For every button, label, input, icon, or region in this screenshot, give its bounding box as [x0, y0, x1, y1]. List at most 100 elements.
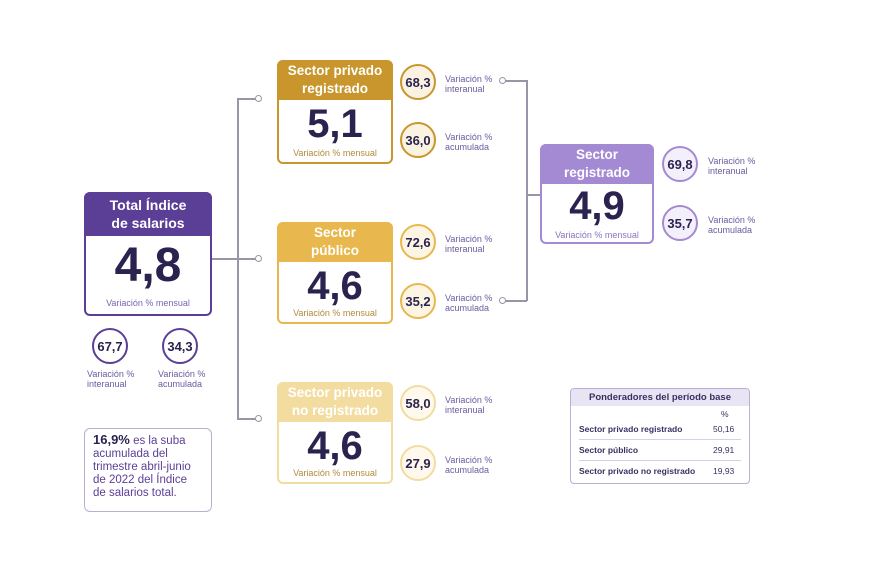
ponderadores-row-label: Sector público: [579, 445, 639, 455]
total-value: 4,8: [114, 239, 182, 292]
note-line: acumulada del: [93, 448, 168, 460]
privado-interanual-label: Variación % interanual: [445, 74, 492, 94]
label-line: Variación %: [445, 132, 493, 142]
label-line: interanual: [708, 166, 748, 176]
note-text: es la suba: [129, 435, 186, 447]
publico-title-line1: Sector: [313, 225, 357, 240]
connector-dot: [255, 415, 262, 422]
total-interanual-label: Variación % interanual: [87, 369, 134, 389]
total-card: Total Índice de salarios 4,8 Variación %…: [84, 192, 212, 316]
publico-sub: Variación % mensual: [293, 308, 377, 318]
no-registrado-acumulada-circle: 27,9: [400, 445, 436, 481]
label-line: Variación %: [158, 369, 206, 379]
no-registrado-title-line2: no registrado: [291, 403, 379, 418]
ponderadores-unit: %: [721, 409, 729, 419]
privado-sub: Variación % mensual: [293, 148, 377, 158]
connector-dot: [255, 255, 262, 262]
label-line: Variación %: [445, 395, 493, 405]
label-line: interanual: [87, 379, 127, 389]
label-line: interanual: [445, 405, 485, 415]
ponderadores-row: Sector privado registrado 50,16: [579, 419, 741, 440]
label-line: acumulada: [158, 379, 203, 389]
label-line: Variación %: [708, 156, 756, 166]
no-registrado-card-header: Sector privado no registrado: [277, 382, 393, 422]
no-registrado-interanual-label: Variación % interanual: [445, 395, 492, 415]
registrado-sub: Variación % mensual: [555, 230, 639, 240]
registrado-card: Sector registrado 4,9 Variación % mensua…: [540, 144, 654, 244]
registrado-title-line1: Sector: [575, 147, 619, 162]
note-line: de 2022 del Índice: [93, 474, 187, 486]
ponderadores-row-value: 19,93: [713, 466, 735, 476]
no-registrado-interanual-circle: 58,0: [400, 385, 436, 421]
publico-value: 4,6: [307, 264, 363, 308]
publico-acumulada-circle: 35,2: [400, 283, 436, 319]
privado-interanual-circle: 68,3: [400, 64, 436, 100]
connector-dot: [255, 95, 262, 102]
label-line: interanual: [445, 84, 485, 94]
label-line: acumulada: [708, 225, 753, 235]
privado-acumulada-circle: 36,0: [400, 122, 436, 158]
privado-card: Sector privado registrado 5,1 Variación …: [277, 60, 393, 164]
publico-acumulada-label: Variación % acumulada: [445, 293, 492, 313]
registrado-interanual-circle: 69,8: [662, 146, 698, 182]
label-line: Variación %: [445, 455, 493, 465]
note-line: de salarios total.: [93, 487, 177, 499]
ponderadores-row-label: Sector privado registrado: [579, 424, 683, 434]
total-title-line2: de salarios: [111, 215, 185, 231]
label-line: Variación %: [87, 369, 135, 379]
publico-card-header: Sector público: [277, 222, 393, 262]
no-registrado-card: Sector privado no registrado 4,6 Variaci…: [277, 382, 393, 484]
ponderadores-row-value: 29,91: [713, 445, 735, 455]
registrado-acumulada-circle: 35,7: [662, 205, 698, 241]
no-registrado-value: 4,6: [307, 424, 363, 468]
connector-to-privado: [237, 98, 257, 100]
connector-right-top: [505, 80, 527, 82]
total-acumulada-circle: 34,3: [162, 328, 198, 364]
registrado-interanual-label: Variación % interanual: [708, 156, 755, 176]
connector-to-publico: [237, 258, 257, 260]
ponderadores-row-label: Sector privado no registrado: [579, 466, 696, 476]
note-line: trimestre abril-junio: [93, 461, 191, 473]
connector-trunk: [212, 258, 238, 260]
registrado-card-header: Sector registrado: [540, 144, 654, 184]
label-line: interanual: [445, 244, 485, 254]
label-line: Variación %: [445, 74, 493, 84]
publico-interanual-label: Variación % interanual: [445, 234, 492, 254]
connector-vertical-right: [526, 80, 528, 301]
total-acumulada-label: Variación % acumulada: [158, 369, 205, 389]
ponderadores-row: Sector privado no registrado 19,93: [579, 461, 741, 481]
connector-to-no-registrado: [237, 418, 257, 420]
label-line: Variación %: [445, 234, 493, 244]
registrado-title-line2: registrado: [563, 165, 631, 180]
connector-right-bottom: [505, 300, 527, 302]
label-line: acumulada: [445, 303, 490, 313]
label-line: acumulada: [445, 142, 490, 152]
privado-acumulada-label: Variación % acumulada: [445, 132, 492, 152]
registrado-acumulada-label: Variación % acumulada: [708, 215, 755, 235]
privado-title-line2: registrado: [301, 81, 369, 96]
total-title-line1: Total Índice: [109, 197, 187, 213]
privado-card-header: Sector privado registrado: [277, 60, 393, 100]
no-registrado-sub: Variación % mensual: [293, 468, 377, 478]
note-box: 16,9% es la suba acumulada del trimestre…: [84, 428, 212, 512]
connector-to-registrado: [526, 194, 540, 196]
publico-interanual-circle: 72,6: [400, 224, 436, 260]
publico-card: Sector público 4,6 Variación % mensual: [277, 222, 393, 324]
label-line: acumulada: [445, 465, 490, 475]
no-registrado-title-line1: Sector privado: [287, 385, 383, 400]
no-registrado-acumulada-label: Variación % acumulada: [445, 455, 492, 475]
ponderadores-title: Ponderadores del período base: [571, 389, 749, 406]
total-card-header: Total Índice de salarios: [84, 192, 212, 236]
connector-dot: [499, 77, 506, 84]
connector-dot: [499, 297, 506, 304]
label-line: Variación %: [445, 293, 493, 303]
publico-title-line2: público: [311, 243, 359, 258]
privado-title-line1: Sector privado: [287, 63, 383, 78]
ponderadores-box: Ponderadores del período base % Sector p…: [570, 388, 750, 484]
total-sub: Variación % mensual: [106, 298, 190, 308]
total-interanual-circle: 67,7: [92, 328, 128, 364]
ponderadores-row-value: 50,16: [713, 424, 735, 434]
privado-value: 5,1: [307, 102, 363, 146]
ponderadores-row: Sector público 29,91: [579, 440, 741, 461]
note-highlight: 16,9%: [93, 432, 130, 447]
